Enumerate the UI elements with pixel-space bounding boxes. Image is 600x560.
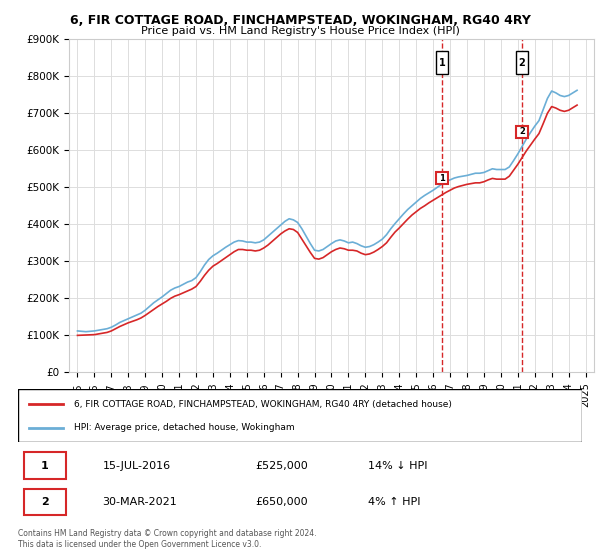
Text: 4% ↑ HPI: 4% ↑ HPI [368,497,420,507]
Text: 1: 1 [41,460,49,470]
Text: Price paid vs. HM Land Registry's House Price Index (HPI): Price paid vs. HM Land Registry's House … [140,26,460,36]
Text: £525,000: £525,000 [255,460,308,470]
Text: £650,000: £650,000 [255,497,308,507]
Text: Contains HM Land Registry data © Crown copyright and database right 2024.
This d: Contains HM Land Registry data © Crown c… [18,529,317,549]
Text: 2: 2 [518,58,526,68]
Text: 1: 1 [439,174,445,183]
FancyBboxPatch shape [516,52,528,73]
FancyBboxPatch shape [23,452,66,479]
Text: 6, FIR COTTAGE ROAD, FINCHAMPSTEAD, WOKINGHAM, RG40 4RY: 6, FIR COTTAGE ROAD, FINCHAMPSTEAD, WOKI… [70,14,530,27]
Text: 30-MAR-2021: 30-MAR-2021 [103,497,178,507]
Text: 1: 1 [439,58,446,68]
Text: 6, FIR COTTAGE ROAD, FINCHAMPSTEAD, WOKINGHAM, RG40 4RY (detached house): 6, FIR COTTAGE ROAD, FINCHAMPSTEAD, WOKI… [74,400,452,409]
FancyBboxPatch shape [23,489,66,515]
FancyBboxPatch shape [436,52,448,73]
Text: HPI: Average price, detached house, Wokingham: HPI: Average price, detached house, Woki… [74,423,295,432]
Text: 15-JUL-2016: 15-JUL-2016 [103,460,171,470]
Text: 14% ↓ HPI: 14% ↓ HPI [368,460,427,470]
FancyBboxPatch shape [18,389,582,442]
Text: 2: 2 [519,127,525,136]
Text: 2: 2 [41,497,49,507]
